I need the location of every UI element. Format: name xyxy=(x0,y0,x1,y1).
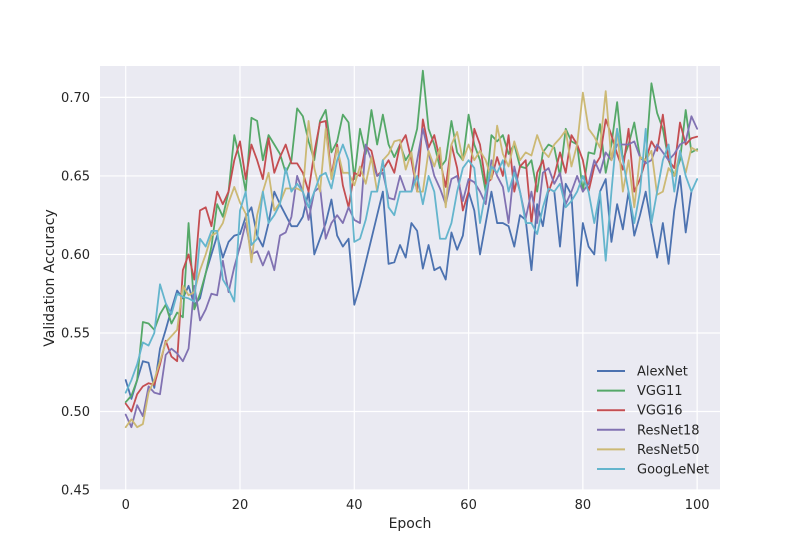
y-tick-label: 0.60 xyxy=(61,248,90,263)
x-axis-label: Epoch xyxy=(389,516,432,532)
x-tick-label: 20 xyxy=(232,498,249,513)
legend-item-alexnet: AlexNet xyxy=(597,365,688,380)
y-axis-label: Validation Accuracy xyxy=(42,209,58,347)
y-tick-label: 0.45 xyxy=(61,484,90,499)
x-tick-label: 0 xyxy=(122,498,130,513)
series-line-vgg16 xyxy=(124,113,699,413)
legend: AlexNet VGG11 VGG16 ResNet18 ResNet50 GoogLeN… xyxy=(597,365,709,478)
y-tick-label: 0.70 xyxy=(61,91,90,106)
legend-label: VGG16 xyxy=(637,404,683,419)
legend-label: ResNet18 xyxy=(637,423,700,438)
legend-item-vgg16: VGG16 xyxy=(597,404,683,419)
series-line-googlenet xyxy=(124,127,699,394)
series-lines xyxy=(124,69,699,429)
x-tick-label: 80 xyxy=(575,498,592,513)
legend-label: AlexNet xyxy=(637,365,688,380)
y-tick-labels: 0.45 0.50 0.55 0.60 0.65 0.70 xyxy=(61,91,90,499)
legend-label: GoogLeNet xyxy=(637,463,709,478)
y-tick-label: 0.55 xyxy=(61,326,90,341)
x-tick-label: 60 xyxy=(460,498,477,513)
legend-item-resnet50: ResNet50 xyxy=(597,443,700,458)
legend-item-vgg11: VGG11 xyxy=(597,384,683,399)
series-line-resnet50 xyxy=(124,90,699,429)
x-tick-labels: 0 20 40 60 80 100 xyxy=(122,498,710,513)
grid-lines xyxy=(100,66,720,491)
x-tick-label: 40 xyxy=(346,498,363,513)
x-tick-label: 100 xyxy=(685,498,710,513)
series-line-alexnet xyxy=(124,175,693,400)
legend-label: VGG11 xyxy=(637,384,683,399)
legend-label: ResNet50 xyxy=(637,443,700,458)
legend-item-googlenet: GoogLeNet xyxy=(597,463,709,478)
y-tick-label: 0.50 xyxy=(61,405,90,420)
legend-item-resnet18: ResNet18 xyxy=(597,423,700,438)
y-tick-label: 0.65 xyxy=(61,169,90,184)
